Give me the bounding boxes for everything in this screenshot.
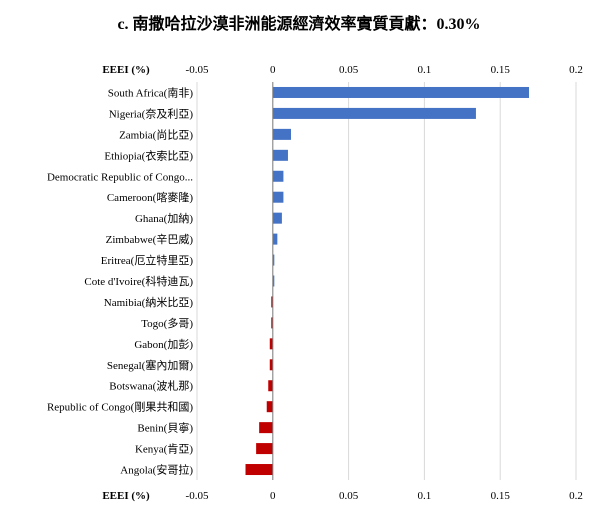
bar	[272, 254, 275, 266]
tick-labels: -0.05 0 0.05 0.1 0.15 0.2 EEEI (%) -0.05 0 0.05 0.…	[102, 64, 583, 502]
gridlines	[196, 82, 577, 480]
top-axis-title: EEEI (%)	[102, 64, 150, 76]
bars	[245, 86, 530, 476]
bar	[272, 191, 284, 203]
bar	[271, 296, 273, 308]
category-label: Eritrea(厄立特里亞)	[101, 253, 194, 267]
bar	[269, 359, 273, 371]
category-labels: South Africa(南非) Nigeria(奈及利亞) Zambia(尚比亞)…	[47, 86, 193, 476]
category-label: Botswana(波札那)	[109, 380, 193, 393]
bottom-axis-title: EEEI (%)	[102, 490, 150, 502]
top-tick-label: 0.1	[418, 64, 432, 76]
bottom-tick-label: 0.1	[418, 490, 432, 502]
bar	[272, 170, 284, 182]
bar	[271, 317, 273, 329]
bar	[272, 86, 530, 98]
bottom-tick-label: 0.05	[339, 490, 359, 502]
bar	[272, 233, 278, 245]
top-tick-label: -0.05	[186, 64, 209, 76]
bottom-tick-label: 0.15	[491, 490, 511, 502]
category-label: Zimbabwe(辛巴威)	[106, 232, 194, 246]
category-label: Cameroon(喀麥隆)	[107, 190, 193, 204]
top-tick-label: 0.05	[339, 64, 359, 76]
chart-title: c. 南撒哈拉沙漠非洲能源經濟效率實質貢獻：0.30%	[117, 16, 481, 33]
category-label: Benin(貝寧)	[137, 421, 193, 435]
top-tick-label: 0.2	[569, 64, 583, 76]
bottom-tick-label: -0.05	[186, 490, 209, 502]
category-label: Republic of Congo(剛果共和國)	[47, 401, 193, 414]
top-tick-label: 0	[270, 64, 276, 76]
top-tick-label: 0.15	[491, 64, 511, 76]
bar	[269, 338, 273, 350]
category-label: Kenya(肯亞)	[135, 443, 193, 456]
bottom-tick-label: 0	[270, 490, 276, 502]
category-label: Gabon(加彭)	[134, 337, 193, 351]
category-label: Ethiopia(衣索比亞)	[104, 148, 193, 162]
category-label: Cote d'Ivoire(科特迪瓦)	[84, 274, 193, 288]
bar	[272, 275, 275, 287]
bar	[272, 212, 282, 224]
bar	[272, 107, 476, 119]
category-label: Democratic Republic of Congo...	[47, 171, 193, 183]
category-label: Senegal(塞內加爾)	[107, 358, 193, 372]
category-label: Zambia(尚比亞)	[119, 127, 193, 141]
bar	[272, 149, 288, 161]
category-label: Angola(安哥拉)	[120, 463, 193, 477]
bar	[245, 464, 273, 476]
bar	[256, 443, 273, 455]
bar	[266, 401, 273, 413]
category-label: Namibia(納米比亞)	[104, 296, 194, 309]
bar	[268, 380, 273, 392]
bar	[272, 128, 291, 140]
category-label: Togo(多哥)	[141, 316, 193, 330]
category-label: Nigeria(奈及利亞)	[109, 106, 194, 120]
bar	[259, 422, 273, 434]
category-label: South Africa(南非)	[108, 86, 194, 99]
category-label: Ghana(加納)	[135, 212, 193, 225]
bottom-tick-label: 0.2	[569, 490, 583, 502]
